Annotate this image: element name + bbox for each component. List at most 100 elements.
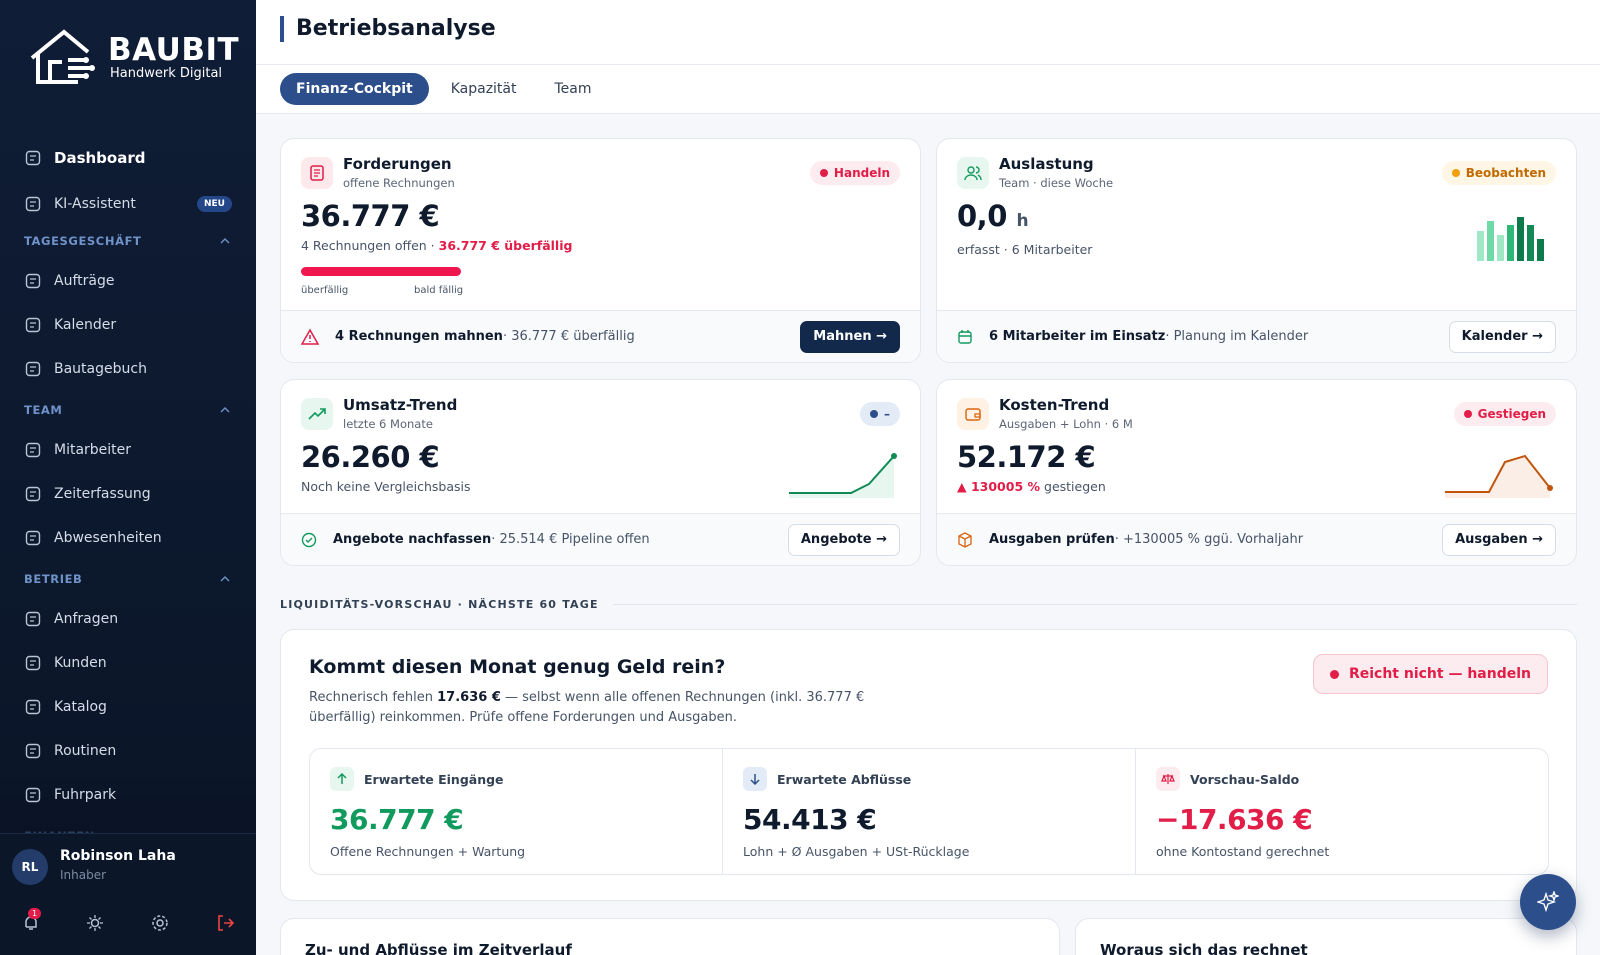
status-badge: Gestiegen xyxy=(1453,402,1556,426)
card-icon xyxy=(957,157,989,189)
nav-item[interactable]: Kunden xyxy=(0,643,256,683)
action-button[interactable]: Angebote → xyxy=(787,523,900,556)
nav-badge: NEU xyxy=(197,196,232,212)
user-avatar[interactable]: RL xyxy=(12,849,48,885)
action-button[interactable]: Kalender → xyxy=(1448,320,1556,353)
metric-note: ohne Kontostand gerechnet xyxy=(1156,844,1330,859)
overdue-bar xyxy=(301,267,461,276)
card-footer: 4 Rechnungen mahnen · 36.777 € überfälli… xyxy=(281,310,920,362)
card-title: Kosten-Trend xyxy=(999,396,1110,414)
main: Betriebsanalyse Finanz-Cockpit Kapazität… xyxy=(256,0,1600,955)
section-label: LIQUIDITÄTS-VORSCHAU · NÄCHSTE 60 TAGE xyxy=(280,598,599,611)
nav-item[interactable]: Bautagebuch xyxy=(0,349,256,389)
nav-item[interactable]: KI-Assistent NEU xyxy=(0,184,256,224)
card-note: ▲ 130005 % gestiegen xyxy=(957,479,1106,494)
nav-label: Routinen xyxy=(54,743,117,759)
metric-note: Lohn + Ø Ausgaben + USt-Rücklage xyxy=(743,844,970,859)
legend-label: bald fällig xyxy=(414,285,464,296)
card-title: Umsatz-Trend xyxy=(343,396,458,414)
nav-label: Anfragen xyxy=(54,611,119,627)
logout-button[interactable] xyxy=(216,914,234,932)
card-title: Zu- und Abflüsse im Zeitverlauf xyxy=(305,941,572,955)
card-icon xyxy=(957,398,989,430)
badge-text: Gestiegen xyxy=(1477,407,1546,421)
metric-value: 36.777 € xyxy=(330,803,464,836)
nav-item[interactable]: Aufträge xyxy=(0,261,256,301)
metric-label: Vorschau-Saldo xyxy=(1190,771,1300,787)
assistant-fab[interactable] xyxy=(1520,874,1576,930)
action-button[interactable]: Mahnen → xyxy=(800,320,900,353)
nav-icon xyxy=(25,486,41,502)
tab[interactable]: Kapazität xyxy=(450,81,517,97)
nav-label: Aufträge xyxy=(54,273,115,289)
nav-section-header[interactable]: TEAM xyxy=(0,395,256,425)
user-role: Inhaber xyxy=(60,868,107,882)
footer-text: · Planung im Kalender xyxy=(1165,329,1309,344)
nav-item[interactable]: Kalender xyxy=(0,305,256,345)
card-note: erfasst · 6 Mitarbeiter xyxy=(957,242,1093,257)
tab[interactable]: Finanz-Cockpit xyxy=(280,73,429,105)
nav-icon xyxy=(25,361,41,377)
card-title: Auslastung xyxy=(999,155,1094,173)
nav-label: Abwesenheiten xyxy=(54,530,162,546)
card-value: 0,0 h xyxy=(957,199,1029,233)
collapse-icon xyxy=(220,576,230,582)
nav-item[interactable]: Zeiterfassung xyxy=(0,474,256,514)
nav-section-header[interactable]: BETRIEB xyxy=(0,564,256,594)
nav-icon xyxy=(25,150,41,166)
brand-logo xyxy=(30,29,95,84)
section-heading: LIQUIDITÄTS-VORSCHAU · NÄCHSTE 60 TAGE xyxy=(280,598,1577,611)
text-strong: 17.636 € xyxy=(437,690,501,705)
card-footer: Ausgaben prüfen · +130005 % ggü. Vorhalj… xyxy=(937,513,1576,565)
nav-label: KI-Assistent xyxy=(54,196,136,212)
brand: BAUBIT Handwerk Digital xyxy=(28,28,239,88)
notifications-button[interactable]: 1 xyxy=(22,908,42,936)
nav-icon xyxy=(25,317,41,333)
brand-name: BAUBIT xyxy=(108,32,240,68)
notification-count: 1 xyxy=(28,908,42,919)
collapse-icon xyxy=(220,407,230,413)
metric: Erwartete Abflüsse 54.413 € Lohn + Ø Aus… xyxy=(723,749,1136,875)
nav-item[interactable]: Mitarbeiter xyxy=(0,430,256,470)
section-title: BETRIEB xyxy=(24,572,83,586)
note-strong: 36.777 € überfällig xyxy=(438,238,573,253)
text-part: — selbst wenn alle offenen Rechnungen (i… xyxy=(309,690,865,725)
nav-section-header[interactable]: TAGESGESCHÄFT xyxy=(0,226,256,256)
nav-item[interactable]: Abwesenheiten xyxy=(0,518,256,558)
value-text: 0,0 xyxy=(957,199,1007,233)
status-badge: Beobachten xyxy=(1441,161,1556,185)
card-icon xyxy=(301,398,333,430)
nav-label: Fuhrpark xyxy=(54,787,117,803)
nav-label: Mitarbeiter xyxy=(54,442,132,458)
collapse-icon xyxy=(220,238,230,244)
nav-label: Kunden xyxy=(54,655,107,671)
sidebar: BAUBIT Handwerk Digital Dashboard KI-Assi… xyxy=(0,0,256,955)
settings-button[interactable] xyxy=(151,914,169,932)
section-title: TEAM xyxy=(24,403,63,417)
metric: Vorschau-Saldo −17.636 € ohne Kontostand… xyxy=(1136,749,1548,875)
card-subtitle: offene Rechnungen xyxy=(343,176,455,190)
badge-text: – xyxy=(884,407,890,421)
nav-item[interactable]: Fuhrpark xyxy=(0,775,256,815)
liquidity-title: Kommt diesen Monat genug Geld rein? xyxy=(309,656,726,678)
theme-button[interactable] xyxy=(86,914,104,932)
metric-label: Erwartete Eingänge xyxy=(364,771,504,787)
nav-label: Katalog xyxy=(54,699,107,715)
sparkline xyxy=(1445,454,1553,498)
nav-icon xyxy=(25,196,41,212)
nav-icon xyxy=(25,743,41,759)
nav-item[interactable]: Routinen xyxy=(0,731,256,771)
metrics-row: Erwartete Eingänge 36.777 € Offene Rechn… xyxy=(309,748,1549,875)
card-title: Forderungen xyxy=(343,155,452,173)
tab[interactable]: Team xyxy=(554,81,592,97)
status-badge: Handeln xyxy=(809,161,900,185)
text-part: Rechnerisch fehlen xyxy=(309,690,438,705)
metric: Erwartete Eingänge 36.777 € Offene Rechn… xyxy=(310,749,723,875)
action-button[interactable]: Ausgaben → xyxy=(1442,523,1556,556)
kpi-card: Forderungen offene Rechnungen Handeln 36… xyxy=(280,138,921,363)
card-value: 36.777 € xyxy=(301,199,440,233)
nav-item[interactable]: Anfragen xyxy=(0,599,256,639)
nav-item[interactable]: Katalog xyxy=(0,687,256,727)
nav-item[interactable]: Dashboard xyxy=(0,138,256,178)
